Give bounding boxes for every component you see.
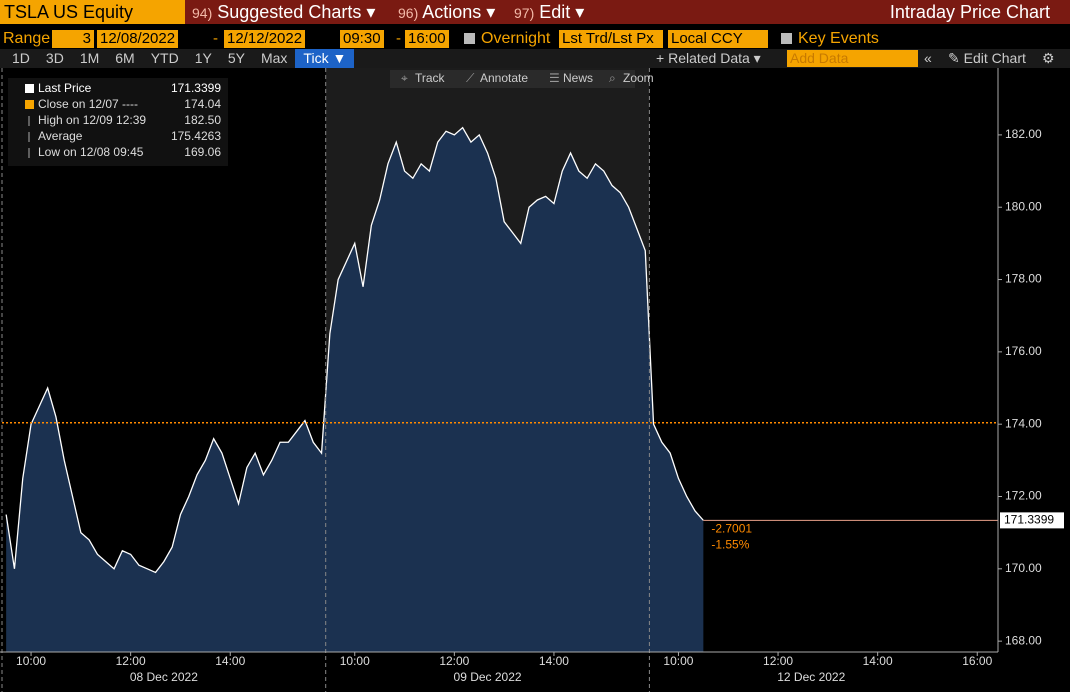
legend-label: High on 12/09 12:39: [38, 113, 146, 127]
overnight-label: Overnight: [481, 30, 551, 47]
range-label: Range: [3, 30, 51, 47]
period-button[interactable]: 1Y: [194, 50, 212, 66]
y-tick-label: 172.00: [1005, 489, 1042, 503]
legend-swatch: [25, 84, 34, 93]
period-button[interactable]: 3D: [45, 50, 64, 66]
legend-value: 182.50: [184, 113, 221, 127]
change-label: -2.7001: [711, 522, 752, 536]
y-tick-label: 180.00: [1005, 199, 1042, 213]
add-data-input[interactable]: Add Data: [787, 50, 918, 67]
period-button[interactable]: Tick ▼: [295, 49, 355, 68]
related-data-label: Related Data: [668, 50, 750, 66]
legend-label: Low on 12/08 09:45: [38, 145, 144, 159]
range-input[interactable]: 3: [52, 30, 94, 48]
edit-chart-label: Edit Chart: [963, 50, 1026, 66]
legend-value: 171.3399: [171, 81, 221, 95]
menu-label: Suggested Charts: [217, 2, 362, 22]
x-tick-label: 14:00: [215, 654, 245, 668]
menu[interactable]: 96) Actions ▾: [398, 2, 496, 22]
period-button[interactable]: 1D: [12, 50, 30, 66]
y-tick-label: 174.00: [1005, 416, 1042, 430]
day-label: 09 Dec 2022: [454, 670, 522, 684]
last-price-box: [1000, 512, 1064, 529]
y-tick-label: 178.00: [1005, 272, 1042, 286]
x-tick-label: 10:00: [340, 654, 370, 668]
checkbox[interactable]: [781, 33, 792, 44]
legend-swatch: [25, 100, 34, 109]
menu-label: Edit: [539, 2, 571, 22]
x-tick-label: 16:00: [962, 654, 992, 668]
x-tick-label: 14:00: [863, 654, 893, 668]
chart: 168.00 170.00 172.00 174.00 176.00 178.00 180.…: [0, 68, 1064, 692]
period-button[interactable]: Max: [260, 50, 288, 66]
price-type[interactable]: Lst Trd/Lst Px: [559, 30, 663, 48]
y-tick-label: 168.00: [1005, 633, 1042, 647]
period-button[interactable]: 5Y: [227, 50, 245, 66]
page-title: Intraday Price Chart: [889, 2, 1050, 22]
currency[interactable]: Local CCY: [668, 30, 768, 48]
security-field[interactable]: TSLA US Equity: [0, 0, 185, 24]
chart-tool[interactable]: Zoom: [623, 71, 654, 85]
legend-value: 169.06: [184, 145, 221, 159]
period-button[interactable]: YTD: [150, 50, 179, 66]
x-tick-label: 12:00: [439, 654, 469, 668]
y-tick-label: 182.00: [1005, 127, 1042, 141]
legend-label: Average: [38, 129, 83, 143]
separator: -: [396, 30, 401, 47]
y-tick-label: 176.00: [1005, 344, 1042, 358]
legend-label: Close on 12/07 ----: [38, 97, 138, 111]
menu-number: 94): [192, 5, 213, 21]
chart-tool[interactable]: News: [563, 71, 593, 85]
day-label: 08 Dec 2022: [130, 670, 198, 684]
x-tick-label: 12:00: [763, 654, 793, 668]
edit-chart[interactable]: ✎ Edit Chart: [948, 50, 1026, 66]
y-tick-label: 170.00: [1005, 561, 1042, 575]
start-date[interactable]: 12/08/2022: [97, 30, 179, 48]
end-time[interactable]: 16:00: [405, 30, 449, 48]
price-line: [5, 126, 704, 574]
tool-icon: ⌕: [609, 71, 616, 85]
x-tick-label: 10:00: [663, 654, 693, 668]
tool-icon: ☰: [549, 71, 560, 85]
legend-box: [8, 78, 228, 166]
end-date[interactable]: 12/12/2022: [224, 30, 306, 48]
day-label: 12 Dec 2022: [777, 670, 845, 684]
key-events-label: Key Events: [798, 30, 879, 47]
legend-value: 175.4263: [171, 129, 221, 143]
tools-bar: [390, 70, 635, 88]
x-tick-label: 10:00: [16, 654, 46, 668]
settings[interactable]: ⚙: [1042, 50, 1055, 66]
checkbox[interactable]: [464, 33, 475, 44]
tool-icon: ⟋: [466, 71, 475, 85]
menu-label: Actions: [422, 2, 482, 22]
menu-number: 96): [398, 5, 419, 21]
last-price-label: 171.3399: [1004, 513, 1054, 527]
separator: -: [213, 30, 218, 47]
period-buttons: 1D 3D 1M 6M YTD 1Y 5Y Max Tick ▼: [4, 49, 355, 68]
tool-icon: ⌖: [401, 71, 408, 85]
related-data[interactable]: + Related Data ▾: [656, 50, 761, 66]
area-fill: [6, 127, 704, 652]
legend-value: 174.04: [184, 97, 221, 111]
menu[interactable]: 94) Suggested Charts ▾: [192, 2, 376, 22]
chart-tool[interactable]: Track: [415, 71, 446, 85]
period-button[interactable]: 1M: [79, 50, 100, 66]
period-button[interactable]: 6M: [115, 50, 135, 66]
start-time[interactable]: 09:30: [340, 30, 384, 48]
x-tick-label: 12:00: [116, 654, 146, 668]
collapse[interactable]: «: [924, 50, 932, 66]
x-tick-label: 14:00: [539, 654, 569, 668]
chart-tool[interactable]: Annotate: [480, 71, 528, 85]
legend-label: Last Price: [38, 81, 92, 95]
change-pct-label: -1.55%: [711, 538, 749, 552]
menu[interactable]: 97) Edit ▾: [514, 2, 585, 22]
menu-number: 97): [514, 5, 535, 21]
